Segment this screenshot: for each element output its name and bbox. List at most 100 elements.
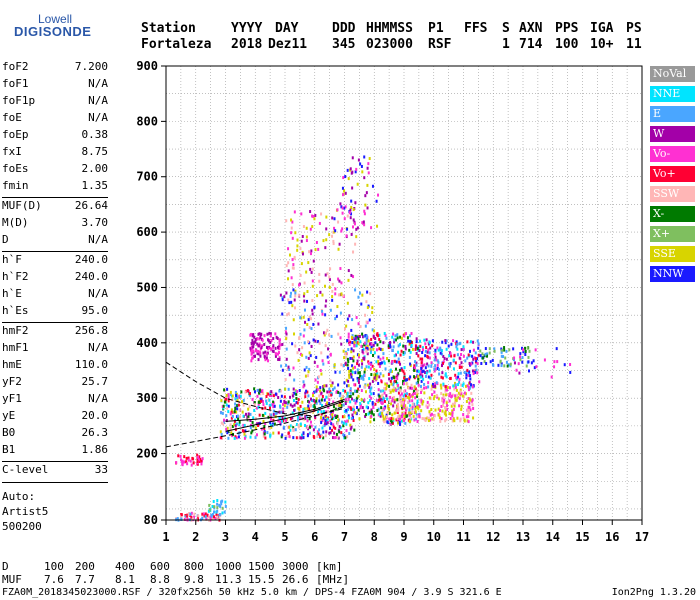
echo-point [309,252,312,256]
echo-point [325,430,328,434]
param-value: 20.0 [81,409,109,422]
echo-point [342,403,345,407]
echo-point [218,503,221,507]
echo-point [218,513,221,517]
echo-point [360,389,363,393]
echo-point [350,212,353,216]
echo-point [400,403,403,407]
echo-point [370,392,373,396]
echo-point [196,453,199,457]
echo-point [302,407,305,411]
echo-point [315,385,318,389]
echo-point [317,340,320,344]
echo-point [395,418,398,422]
echo-point [457,375,460,379]
echo-point [324,273,327,277]
echo-point [386,420,389,424]
echo-point [426,400,429,404]
echo-point [460,392,463,396]
echo-point [424,418,427,422]
echo-point [465,373,468,377]
echo-point [448,412,451,416]
echo-point [397,350,400,354]
echo-point [391,399,394,403]
echo-point [405,392,408,396]
echo-point [287,269,290,273]
param-row: foF1p N/A [2,94,108,108]
echo-point [238,423,241,427]
echo-point [201,516,204,520]
echo-point [403,414,406,418]
echo-point [331,282,334,286]
echo-point [383,331,386,335]
param-key: foF1 [2,77,29,90]
echo-point [344,352,347,356]
echo-point [337,436,340,440]
echo-point [458,377,461,381]
echo-point [220,411,223,415]
echo-point [315,397,318,401]
echo-point [278,416,281,420]
echo-point [432,385,435,389]
echo-point [354,334,357,338]
echo-point [216,509,219,513]
echo-point [334,317,337,321]
echo-point [374,402,377,406]
header-label: IGA [590,21,614,36]
echo-point [282,407,285,411]
echo-point [250,431,253,435]
auto-line: 500200 [2,520,42,533]
echo-point [426,355,429,359]
echo-point [355,399,358,403]
echo-point [272,409,275,413]
echo-point [294,294,297,298]
echo-point [223,400,226,404]
echo-point [250,349,253,353]
echo-point [381,399,384,403]
echo-point [373,418,376,422]
echo-point [226,406,229,410]
echo-point [373,351,376,355]
echo-point [421,346,424,350]
echo-point [376,374,379,378]
echo-point [244,390,247,394]
echo-point [341,227,344,231]
echo-point [350,375,353,379]
echo-point [534,348,537,352]
echo-point [355,316,358,320]
echo-point [317,375,320,379]
echo-point [413,375,416,379]
echo-point [351,156,354,160]
echo-point [264,422,267,426]
echo-point [358,371,361,375]
echo-point [364,390,367,394]
echo-point [322,331,325,335]
echo-point [208,503,211,507]
echo-point [202,512,205,516]
echo-point [366,206,369,210]
echo-point [463,418,466,422]
echo-point [423,417,426,421]
echo-point [404,347,407,351]
echo-point [279,389,282,393]
echo-point [360,344,363,348]
echo-point [328,233,331,237]
echo-point [297,358,300,362]
echo-point [378,398,381,402]
echo-point [362,377,365,381]
echo-point [273,404,276,408]
echo-point [517,362,520,366]
echo-point [403,351,406,355]
echo-point [423,386,426,390]
param-key: B1 [2,443,16,456]
footer-d-value: 800 [184,560,204,573]
echo-point [409,362,412,366]
echo-point [295,392,298,396]
echo-point [246,389,249,393]
param-row: fxI 8.75 [2,145,108,159]
echo-point [337,418,340,422]
echo-point [347,366,350,370]
echo-point [263,432,266,436]
echo-point [351,357,354,361]
echo-point [522,350,525,354]
